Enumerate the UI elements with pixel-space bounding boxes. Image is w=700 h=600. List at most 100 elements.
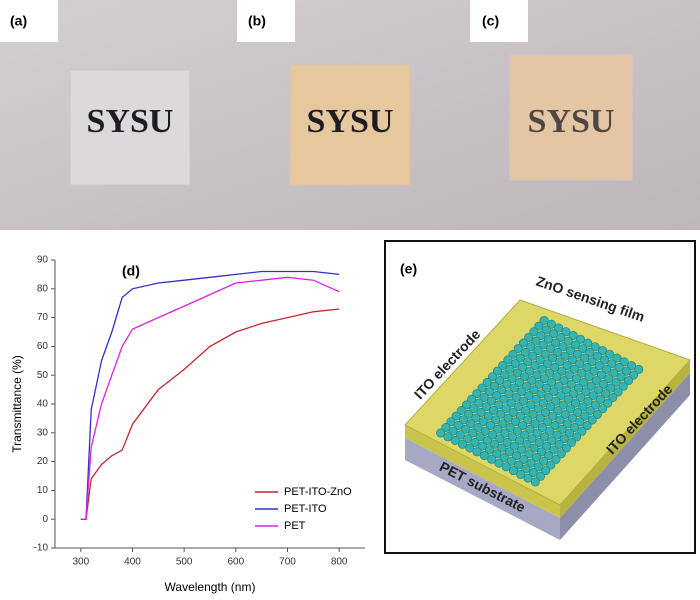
zno-particle bbox=[553, 347, 563, 357]
zno-particle bbox=[586, 381, 596, 391]
zno-particle bbox=[614, 362, 624, 372]
zno-particle bbox=[629, 370, 639, 380]
zno-particle bbox=[583, 396, 593, 406]
zno-particle bbox=[562, 419, 572, 429]
zno-particle bbox=[464, 409, 474, 419]
zno-particle bbox=[526, 458, 536, 468]
zno-particle bbox=[441, 422, 451, 432]
zno-particle bbox=[525, 424, 535, 434]
zno-particle bbox=[469, 404, 479, 414]
zno-particle bbox=[559, 376, 569, 386]
zno-particle bbox=[509, 383, 519, 393]
zno-particle bbox=[523, 357, 533, 367]
zno-particle bbox=[482, 436, 492, 446]
zno-particle bbox=[530, 419, 540, 429]
zno-particle bbox=[490, 439, 500, 449]
zno-particle bbox=[484, 445, 494, 455]
zno-particle bbox=[539, 432, 549, 442]
zno-particle bbox=[528, 467, 538, 477]
zno-particle bbox=[518, 338, 528, 348]
zno-particle bbox=[535, 355, 545, 365]
zno-particle bbox=[565, 346, 575, 356]
zno-particle bbox=[496, 409, 506, 419]
zno-particle bbox=[607, 359, 617, 369]
zno-particle bbox=[503, 355, 513, 365]
zno-particle bbox=[519, 454, 529, 464]
zno-particle bbox=[566, 379, 576, 389]
zno-particle bbox=[506, 456, 516, 466]
zno-particle bbox=[544, 451, 554, 461]
zno-particle bbox=[556, 391, 566, 401]
zno-particle bbox=[590, 400, 600, 410]
zno-particle bbox=[606, 383, 616, 393]
zno-particle bbox=[594, 361, 604, 371]
zno-particle bbox=[567, 413, 577, 423]
zno-particle bbox=[524, 391, 534, 401]
zno-particle bbox=[463, 434, 473, 444]
zno-particle bbox=[494, 458, 504, 468]
zno-particle bbox=[577, 426, 587, 436]
y-tick-label: 0 bbox=[42, 514, 48, 525]
zno-particle bbox=[575, 417, 585, 427]
y-tick-label: 70 bbox=[37, 312, 49, 323]
zno-particle bbox=[585, 406, 595, 416]
zno-particle bbox=[513, 402, 523, 412]
zno-particle bbox=[544, 368, 554, 378]
zno-particle bbox=[595, 394, 605, 404]
zno-particle bbox=[526, 400, 536, 410]
y-tick-label: 20 bbox=[37, 456, 49, 467]
zno-particle bbox=[572, 349, 582, 359]
zno-particle bbox=[535, 413, 545, 423]
zno-particle bbox=[536, 389, 546, 399]
zno-particle bbox=[508, 349, 518, 359]
zno-particle bbox=[488, 430, 498, 440]
zno-particle bbox=[546, 402, 556, 412]
zno-particle bbox=[547, 377, 557, 387]
zno-particle bbox=[573, 407, 583, 417]
zno-particle bbox=[541, 466, 551, 476]
zno-particle bbox=[498, 360, 508, 370]
pet-layer-side bbox=[405, 438, 560, 540]
y-tick-label: -10 bbox=[34, 543, 49, 554]
zno-particle bbox=[559, 434, 569, 444]
zno-particle bbox=[576, 392, 586, 402]
zno-particle bbox=[510, 359, 520, 369]
zno-particle bbox=[611, 377, 621, 387]
zno-film bbox=[436, 315, 644, 487]
zno-particle bbox=[514, 377, 524, 387]
zno-particle bbox=[598, 379, 608, 389]
zno-particle bbox=[568, 389, 578, 399]
y-tick-label: 40 bbox=[37, 399, 49, 410]
zno-particle bbox=[569, 364, 579, 374]
zno-particle bbox=[571, 374, 581, 384]
zno-particle bbox=[561, 327, 571, 337]
zno-particle bbox=[471, 413, 481, 423]
zno-particle bbox=[504, 447, 514, 457]
zno-particle bbox=[512, 368, 522, 378]
zno-particle bbox=[533, 404, 543, 414]
zno-particle bbox=[570, 340, 580, 350]
zno-particle bbox=[590, 342, 600, 352]
zno-particle bbox=[564, 428, 574, 438]
legend-label: PET-ITO-ZnO bbox=[284, 486, 352, 498]
zno-particle bbox=[563, 394, 573, 404]
zno-particle bbox=[516, 387, 526, 397]
zno-particle bbox=[473, 422, 483, 432]
zno-particle bbox=[515, 436, 525, 446]
zno-particle bbox=[495, 375, 505, 385]
zno-particle bbox=[552, 430, 562, 440]
zno-particle bbox=[538, 398, 548, 408]
zno-particle bbox=[520, 430, 530, 440]
x-tick-label: 800 bbox=[331, 557, 348, 568]
zno-particle bbox=[507, 374, 517, 384]
zno-particle bbox=[509, 441, 519, 451]
zno-particle bbox=[478, 417, 488, 427]
zno-particle bbox=[520, 347, 530, 357]
zno-particle bbox=[550, 421, 560, 431]
y-tick-label: 50 bbox=[37, 370, 49, 381]
zno-particle bbox=[535, 471, 545, 481]
zno-particle bbox=[593, 385, 603, 395]
zno-particle bbox=[526, 342, 536, 352]
zno-particle bbox=[466, 419, 476, 429]
zno-particle bbox=[575, 334, 585, 344]
